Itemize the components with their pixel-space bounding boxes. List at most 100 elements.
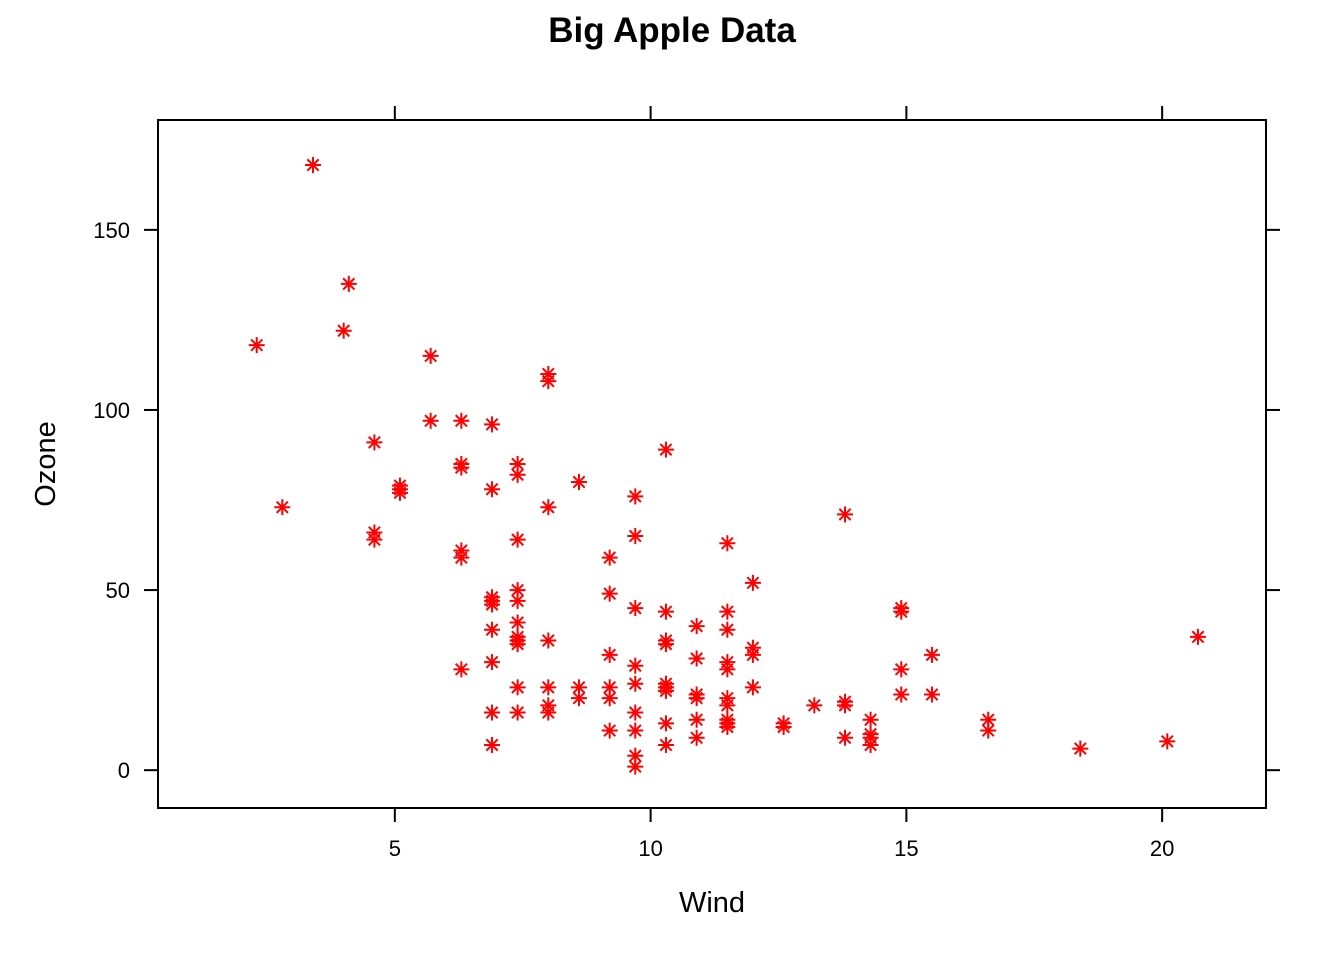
data-point bbox=[657, 603, 674, 620]
y-tick-label: 100 bbox=[93, 398, 130, 423]
data-point bbox=[509, 592, 526, 609]
asterisk-stroke bbox=[511, 616, 524, 629]
asterisk-stroke bbox=[838, 698, 852, 712]
asterisk-stroke bbox=[306, 158, 320, 172]
asterisk-stroke bbox=[511, 457, 524, 471]
asterisk-stroke bbox=[925, 648, 939, 662]
data-point bbox=[862, 736, 879, 753]
y-tick-label: 0 bbox=[118, 758, 130, 783]
asterisk-stroke bbox=[838, 508, 852, 521]
asterisk-stroke bbox=[541, 680, 555, 694]
data-point bbox=[248, 337, 265, 354]
data-point bbox=[453, 661, 470, 678]
data-point bbox=[484, 736, 501, 753]
data-point bbox=[657, 736, 674, 753]
asterisk-stroke bbox=[603, 587, 617, 601]
data-point bbox=[366, 434, 383, 451]
x-tick-label: 15 bbox=[894, 836, 918, 861]
data-points bbox=[248, 157, 1206, 775]
data-point bbox=[719, 535, 736, 552]
asterisk-stroke bbox=[485, 623, 499, 637]
asterisk-stroke bbox=[746, 680, 760, 694]
asterisk-stroke bbox=[250, 338, 264, 352]
asterisk-stroke bbox=[894, 688, 908, 701]
data-point bbox=[893, 603, 910, 620]
asterisk-stroke bbox=[337, 324, 351, 338]
data-point bbox=[540, 499, 557, 516]
asterisk-stroke bbox=[368, 436, 381, 449]
asterisk-stroke bbox=[485, 598, 499, 611]
data-point bbox=[601, 722, 618, 739]
data-point bbox=[627, 657, 644, 674]
data-point bbox=[627, 758, 644, 775]
asterisk-stroke bbox=[659, 637, 673, 651]
asterisk-stroke bbox=[541, 634, 555, 647]
chart-title: Big Apple Data bbox=[548, 11, 796, 50]
asterisk-stroke bbox=[628, 659, 642, 673]
data-point bbox=[540, 373, 557, 390]
asterisk-stroke bbox=[690, 652, 704, 665]
asterisk-stroke bbox=[1160, 734, 1174, 748]
y-tick-label: 150 bbox=[93, 218, 130, 243]
asterisk-stroke bbox=[690, 691, 704, 705]
asterisk-stroke bbox=[485, 418, 499, 431]
data-point bbox=[893, 686, 910, 703]
data-point bbox=[719, 621, 736, 638]
asterisk-stroke bbox=[777, 720, 790, 734]
asterisk-stroke bbox=[720, 623, 734, 637]
y-axis-label: Ozone bbox=[30, 421, 62, 506]
data-point bbox=[688, 650, 705, 667]
asterisk-stroke bbox=[603, 691, 617, 705]
asterisk-stroke bbox=[511, 637, 524, 651]
data-point bbox=[484, 621, 501, 638]
data-point bbox=[509, 614, 526, 631]
data-point bbox=[304, 157, 321, 174]
data-point bbox=[509, 679, 526, 696]
data-point bbox=[274, 499, 291, 516]
asterisk-stroke bbox=[925, 688, 939, 701]
data-point bbox=[744, 646, 761, 663]
data-point bbox=[484, 416, 501, 433]
asterisk-stroke bbox=[454, 461, 468, 474]
asterisk-stroke bbox=[454, 662, 468, 676]
asterisk-stroke bbox=[659, 605, 673, 619]
asterisk-stroke bbox=[572, 475, 586, 489]
data-point bbox=[627, 488, 644, 505]
data-point bbox=[484, 596, 501, 613]
asterisk-stroke bbox=[511, 533, 524, 547]
data-point bbox=[657, 441, 674, 458]
asterisk-stroke bbox=[454, 551, 468, 565]
asterisk-stroke bbox=[864, 713, 877, 727]
asterisk-stroke bbox=[511, 468, 524, 482]
data-point bbox=[453, 412, 470, 429]
asterisk-stroke bbox=[838, 731, 852, 745]
data-point bbox=[837, 729, 854, 746]
asterisk-stroke bbox=[628, 749, 642, 763]
x-axis: 5 10 15 20 bbox=[389, 106, 1174, 861]
data-point bbox=[775, 718, 792, 735]
data-point bbox=[719, 718, 736, 735]
asterisk-stroke bbox=[541, 706, 555, 719]
asterisk-stroke bbox=[603, 648, 617, 662]
asterisk-stroke bbox=[807, 698, 821, 712]
asterisk-stroke bbox=[894, 605, 908, 619]
asterisk-stroke bbox=[342, 277, 356, 291]
data-point bbox=[627, 722, 644, 739]
asterisk-stroke bbox=[368, 533, 381, 547]
asterisk-stroke bbox=[628, 490, 642, 503]
data-point bbox=[744, 679, 761, 696]
asterisk-stroke bbox=[603, 551, 617, 565]
data-point bbox=[509, 531, 526, 548]
data-point bbox=[744, 574, 761, 591]
data-point bbox=[509, 636, 526, 653]
data-point bbox=[509, 704, 526, 721]
asterisk-stroke bbox=[981, 724, 995, 737]
x-tick-label: 20 bbox=[1150, 836, 1174, 861]
asterisk-stroke bbox=[659, 738, 673, 752]
asterisk-stroke bbox=[485, 482, 499, 496]
data-point bbox=[719, 697, 736, 714]
data-point bbox=[601, 646, 618, 663]
asterisk-stroke bbox=[659, 684, 673, 698]
asterisk-stroke bbox=[690, 619, 704, 633]
